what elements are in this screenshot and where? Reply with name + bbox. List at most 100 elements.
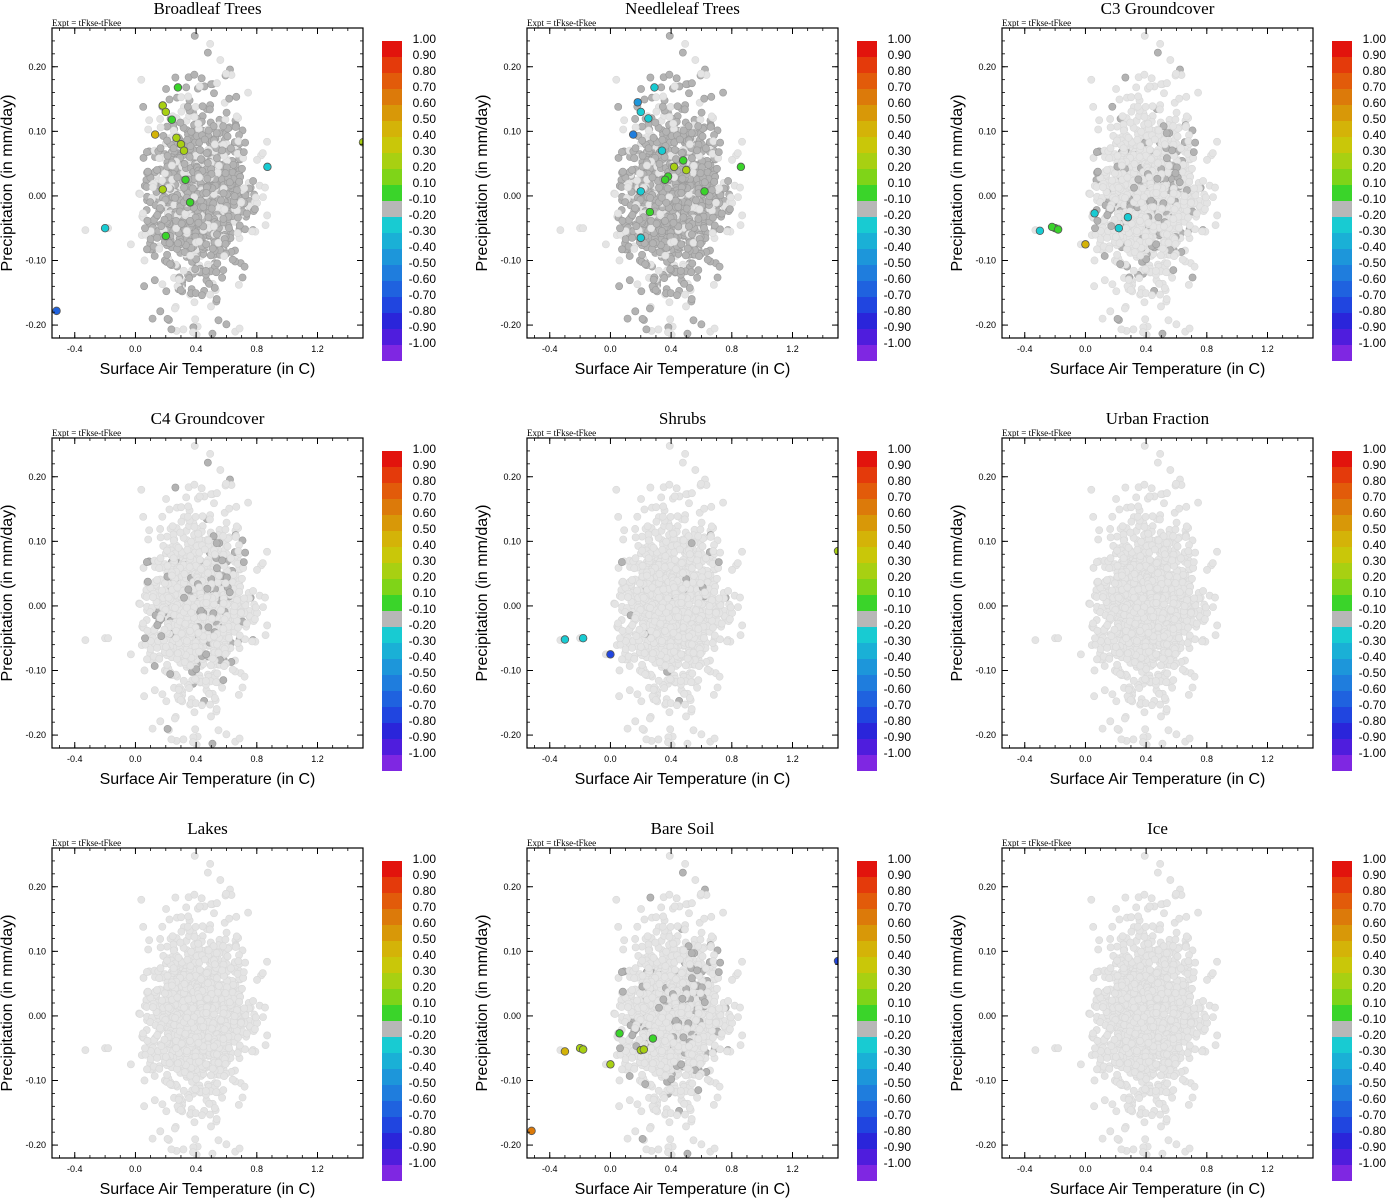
background-point [244, 88, 252, 97]
background-point [712, 198, 720, 207]
colorbar-swatch [382, 153, 402, 169]
background-point [1177, 144, 1185, 153]
background-point [1147, 155, 1155, 164]
neutral-point [726, 205, 734, 214]
neutral-point [1093, 167, 1102, 176]
background-point [162, 697, 171, 706]
background-point [1095, 116, 1104, 125]
background-point [1140, 298, 1149, 307]
colorbar-label: 0.10 [413, 176, 437, 190]
colorbar-swatch [382, 57, 402, 73]
background-point [1192, 209, 1201, 218]
colorbar-label: -0.20 [1359, 208, 1387, 222]
background-point [126, 240, 135, 249]
colorbar-swatch [1332, 249, 1352, 265]
background-point [1170, 205, 1179, 214]
background-point [1127, 93, 1136, 102]
neutral-point [674, 203, 683, 211]
background-point [1100, 276, 1109, 285]
neutral-point [223, 132, 232, 141]
colorbar-swatch [857, 41, 877, 57]
background-point [1157, 204, 1166, 213]
highlight-point [679, 156, 688, 165]
colorbar-label: -0.10 [1359, 192, 1387, 206]
neutral-point [174, 239, 182, 248]
background-point [1198, 227, 1207, 236]
background-point [1172, 320, 1181, 329]
highlight-point [736, 162, 746, 172]
neutral-point [698, 132, 707, 141]
neutral-point [621, 235, 630, 244]
colorbar-swatch [857, 137, 877, 153]
background-point [1182, 92, 1191, 101]
colorbar-swatch [1332, 265, 1352, 281]
background-point [169, 126, 178, 135]
neutral-point [208, 244, 217, 253]
background-point [659, 92, 668, 101]
neutral-point [696, 169, 705, 178]
neutral-point [640, 95, 649, 104]
y-axis-label: Precipitation (in mm/day) [474, 95, 491, 272]
background-point [170, 304, 179, 313]
background-point [1184, 213, 1192, 222]
colorbar-label: -0.50 [1359, 256, 1387, 270]
background-point [1149, 203, 1158, 211]
background-point [1203, 156, 1211, 164]
background-point [1157, 302, 1165, 311]
background-point [736, 183, 744, 192]
background-point [723, 227, 732, 236]
background-point [1164, 316, 1173, 325]
background-point [636, 169, 644, 178]
neutral-point [221, 169, 230, 178]
colorbar-swatch [382, 345, 402, 361]
neutral-point [688, 154, 696, 163]
background-point [1133, 102, 1142, 111]
background-point [1187, 198, 1195, 207]
background-point [1152, 189, 1161, 197]
neutral-point [197, 155, 205, 164]
background-point [1111, 169, 1119, 178]
background-point [1213, 211, 1222, 220]
colorbar-swatch [1332, 153, 1352, 169]
background-point [1129, 266, 1138, 275]
background-point [1106, 144, 1115, 153]
neutral-point [673, 291, 681, 300]
neutral-point [139, 103, 148, 111]
neutral-point [694, 266, 703, 275]
highlight-point [185, 198, 195, 207]
neutral-point [671, 145, 679, 154]
points-layer [1031, 32, 1222, 338]
highlight-point [158, 185, 167, 194]
background-point [238, 683, 247, 692]
colorbar-label: -0.50 [884, 256, 912, 270]
neutral-point [685, 222, 693, 231]
x-tick-label: 0.4 [665, 344, 678, 354]
background-point [630, 244, 639, 253]
neutral-point [140, 282, 149, 291]
background-point [156, 115, 165, 123]
background-point [137, 75, 146, 84]
neutral-point [651, 286, 660, 294]
colorbar-label: -0.30 [409, 224, 437, 238]
neutral-point [217, 196, 225, 205]
background-point [1112, 287, 1121, 296]
background-point [232, 112, 241, 121]
background-point [1103, 166, 1111, 174]
y-tick-label: -0.20 [500, 320, 521, 330]
neutral-point [200, 135, 209, 144]
background-point [139, 209, 147, 218]
background-point [1150, 135, 1159, 144]
neutral-point [204, 126, 213, 135]
neutral-point [666, 265, 675, 273]
x-tick-label: 0.0 [129, 344, 142, 354]
colorbar-label: -0.70 [1359, 288, 1387, 302]
background-point [136, 190, 144, 198]
panel-title: Broadleaf Trees [153, 0, 261, 18]
background-point [182, 227, 191, 235]
neutral-point [186, 217, 194, 225]
neutral-point [199, 203, 208, 211]
neutral-point [187, 127, 196, 136]
background-point [1156, 251, 1165, 260]
colorbar-label: 0.20 [413, 160, 437, 174]
